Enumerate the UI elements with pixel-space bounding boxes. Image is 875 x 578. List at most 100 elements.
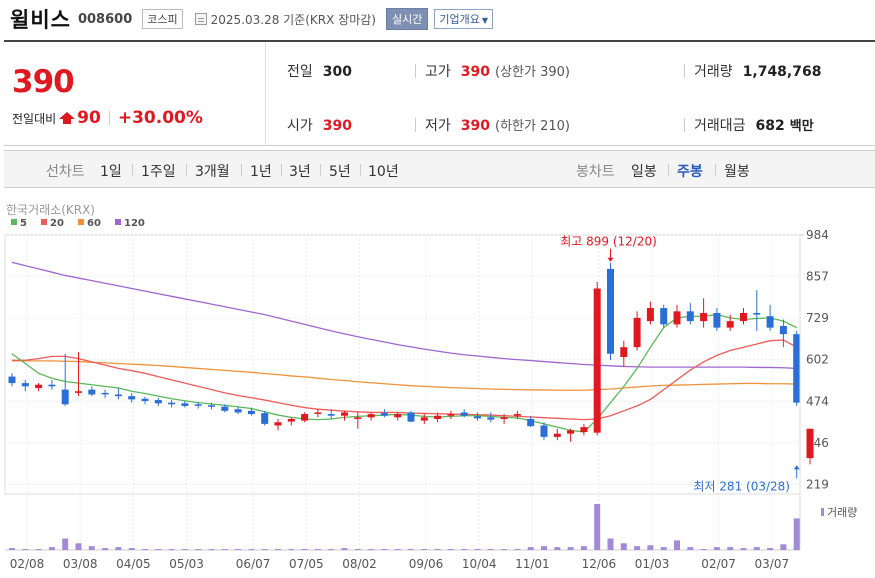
volume-bar	[674, 540, 680, 550]
volume-bar	[328, 549, 335, 550]
divider	[132, 164, 133, 176]
volume-bar	[594, 504, 601, 550]
candle-chart-label: 봉차트	[576, 164, 615, 180]
stat-label: 전일	[287, 64, 313, 80]
company-overview-button[interactable]: 기업개요 ▼	[434, 9, 493, 29]
x-tick-label: 06/07	[236, 557, 271, 571]
tab-1y[interactable]: 1년	[250, 164, 272, 180]
volume-bar	[288, 549, 295, 550]
tab-3y[interactable]: 3년	[289, 164, 311, 180]
divider	[684, 118, 685, 132]
legend-swatch	[78, 219, 84, 225]
volume-bar	[155, 549, 162, 550]
stat-value: 300	[322, 64, 352, 80]
realtime-button[interactable]: 실시간	[385, 8, 429, 30]
divider	[281, 164, 282, 176]
x-tick-label: 09/06	[409, 557, 444, 571]
ma20-line	[12, 339, 798, 421]
x-tick-label: 05/03	[169, 557, 204, 571]
chart-tabs: 선차트 1일 1주일 3개월 1년 3년 5년 10년 봉차트 일봉 주봉 월봉	[4, 150, 875, 188]
y-tick-label: 474	[806, 394, 829, 408]
candle-body	[434, 415, 442, 419]
candle-body	[500, 417, 508, 419]
x-tick-label: 03/08	[63, 557, 98, 571]
stat-label: 저가	[425, 118, 451, 134]
volume-bar	[248, 549, 255, 550]
tab-daily[interactable]: 일봉	[631, 164, 657, 180]
candle-body	[48, 384, 56, 387]
stat-prev-close: 전일 300	[287, 61, 352, 81]
divider	[186, 164, 187, 176]
candle-body	[194, 404, 202, 406]
volume-bar	[35, 549, 42, 550]
volume-bar	[580, 546, 587, 550]
current-price: 390	[12, 64, 75, 100]
change-label: 전일대비	[12, 111, 57, 126]
candle-body	[261, 413, 269, 424]
candle-body	[779, 326, 787, 335]
volume-bar	[753, 547, 760, 550]
candle-body	[341, 412, 348, 416]
volume-bar	[634, 546, 641, 550]
volume-bar	[687, 547, 694, 550]
candle-body	[726, 321, 734, 328]
candle-body	[101, 392, 109, 395]
upper-limit-label: (상한가	[495, 65, 536, 80]
volume-bar	[434, 549, 441, 550]
divider	[415, 118, 416, 132]
divider	[668, 164, 669, 176]
candle-body	[593, 288, 601, 433]
candle-body	[88, 389, 96, 395]
stat-open: 시가 390	[287, 115, 352, 135]
candle-body	[686, 311, 694, 322]
candle-body	[327, 414, 335, 416]
market-badge: 코스피	[142, 9, 183, 29]
candle-body	[527, 418, 535, 427]
stat-turnover: 거래대금 682 백만	[694, 115, 814, 135]
legend-label: 120	[124, 218, 145, 229]
volume-bar	[261, 549, 268, 550]
stat-value: 390	[322, 118, 352, 134]
candle-body	[673, 311, 681, 325]
volume-bar	[501, 549, 508, 550]
tab-3m[interactable]: 3개월	[195, 164, 230, 180]
candle-body	[553, 433, 561, 437]
stat-label: 시가	[287, 118, 313, 134]
x-tick-label: 03/07	[755, 557, 790, 571]
volume-bar	[221, 549, 228, 550]
volume-bar	[75, 543, 82, 550]
lower-limit: (하한가 210)	[495, 115, 570, 134]
volume-bar	[700, 549, 707, 550]
tab-weekly[interactable]: 주봉	[677, 164, 703, 180]
volume-bar	[780, 544, 787, 550]
x-tick-label: 11/01	[515, 557, 550, 571]
tab-5y[interactable]: 5년	[329, 164, 351, 180]
tab-monthly[interactable]: 월봉	[724, 164, 750, 180]
x-tick-label: 08/02	[342, 557, 377, 571]
volume-bar	[567, 547, 574, 550]
candle-body	[646, 308, 654, 322]
tab-1w[interactable]: 1주일	[141, 164, 176, 180]
x-tick-label: 01/03	[635, 557, 670, 571]
tab-1d[interactable]: 1일	[100, 164, 122, 180]
candle-body	[513, 414, 521, 416]
candle-body	[380, 413, 388, 416]
x-tick-label: 02/08	[10, 557, 45, 571]
volume-bar	[48, 547, 55, 550]
tab-10y[interactable]: 10년	[368, 164, 399, 180]
line-chart-label: 선차트	[46, 164, 85, 180]
volume-bar	[421, 549, 428, 550]
volume-bar	[408, 549, 414, 550]
stat-volume: 거래량 1,748,768	[694, 61, 821, 81]
stat-label: 고가	[425, 64, 451, 80]
volume-bar	[660, 547, 667, 550]
quote-box: 390 전일대비 90 +30.00% 전일 300 고가 390 (상한가 3…	[4, 40, 875, 146]
candle-body	[154, 400, 162, 404]
volume-bar	[168, 549, 175, 550]
candle-body	[567, 430, 575, 434]
stock-name: 윌비스	[10, 8, 71, 32]
chart-source-label: 한국거래소(KRX)	[6, 203, 95, 217]
candle-body	[793, 334, 801, 403]
volume-bar	[620, 543, 627, 550]
volume-bar	[341, 548, 348, 550]
